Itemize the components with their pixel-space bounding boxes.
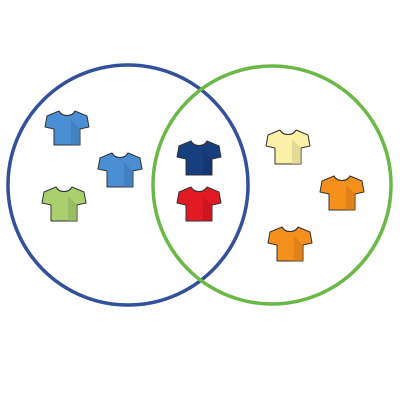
red-shirt-icon	[176, 186, 222, 222]
right-set-circle	[151, 64, 393, 306]
navy-shirt-icon	[176, 140, 222, 176]
blue-shirt-icon	[97, 152, 143, 188]
left-set-circle	[6, 63, 250, 307]
orange-shirt-icon	[319, 175, 365, 211]
orange-shirt-icon	[267, 226, 313, 262]
yellow-shirt-icon	[265, 129, 311, 165]
blue-shirt-icon	[44, 110, 90, 146]
shirts-group	[41, 110, 365, 262]
green-shirt-icon	[41, 186, 87, 222]
